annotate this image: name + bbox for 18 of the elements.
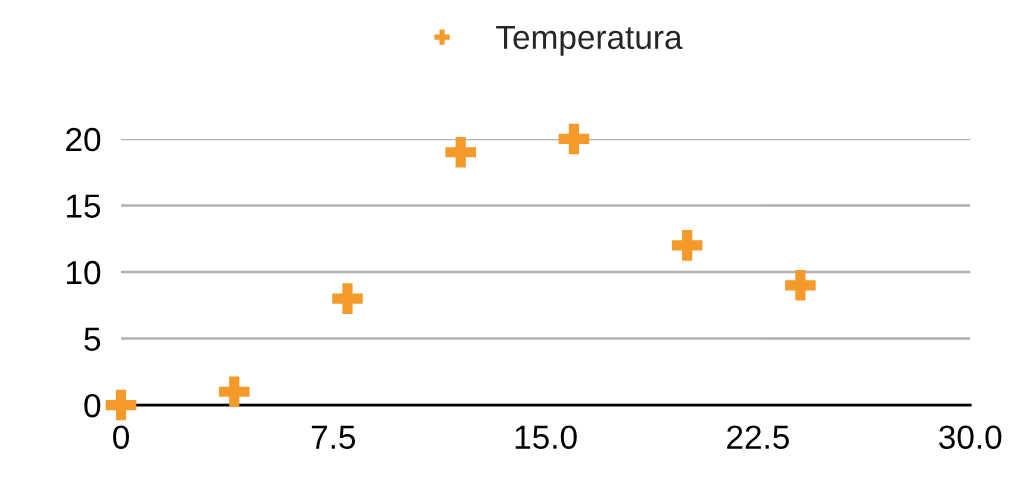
point (105, 389, 137, 421)
point (218, 376, 250, 408)
y-tick-label: 20 (66, 127, 101, 152)
point (332, 283, 363, 314)
point (558, 123, 590, 155)
x-tick-label: 30.0 (939, 425, 1002, 449)
x-tick-label: 7.5 (311, 425, 356, 449)
x-tick-label: 15.0 (515, 425, 577, 449)
x-tick-label: 0 (113, 425, 129, 449)
y-tick-label: 15 (67, 194, 101, 218)
x-tick-label: 22.5 (727, 425, 789, 449)
point (445, 136, 476, 168)
y-tick-label: 10 (67, 260, 101, 285)
point (785, 270, 816, 301)
legend-label: Temperatura (496, 25, 683, 56)
y-tick-label: 0 (84, 393, 101, 418)
point (671, 230, 703, 261)
y-tick-label: 5 (84, 327, 101, 351)
